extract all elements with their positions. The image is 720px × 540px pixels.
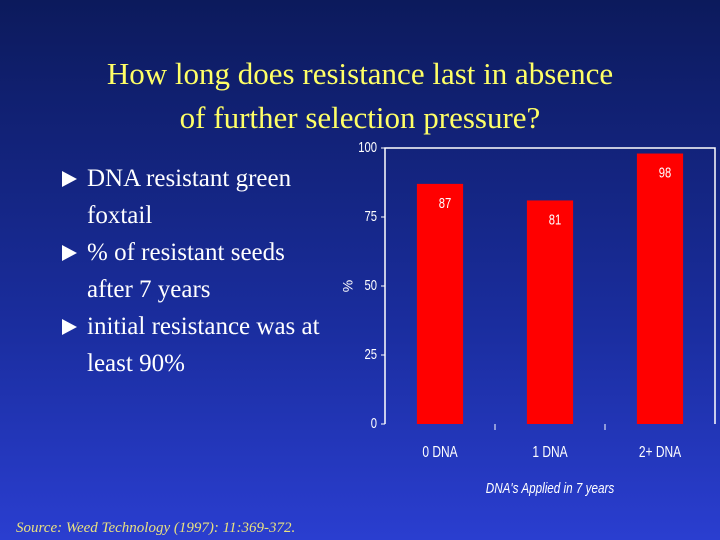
- title-line: How long does resistance last in absence: [106, 56, 614, 91]
- value-label: 81: [549, 211, 562, 228]
- bullet: DNA resistant green foxtail: [60, 160, 335, 234]
- bar: [636, 153, 684, 424]
- x-tick-label: 1 DNA: [532, 443, 568, 461]
- value-label: 87: [439, 194, 452, 211]
- bullet: initial resistance was at least 90%: [60, 308, 335, 382]
- bullet: % of resistant seeds after 7 years: [60, 234, 335, 308]
- y-tick-label: 25: [364, 345, 377, 362]
- y-axis-title: %: [340, 280, 356, 292]
- slide-title: How long does resistance last in absence…: [0, 52, 720, 140]
- y-tick-label: 75: [364, 207, 377, 224]
- source: Source: Weed Technology (1997): 11:369-3…: [16, 520, 296, 536]
- bar: [416, 183, 464, 424]
- x-axis-title: DNA's Applied in 7 years: [486, 480, 615, 497]
- bullet-list: DNA resistant green foxtail % of resista…: [60, 160, 335, 382]
- x-tick-label: 0 DNA: [422, 443, 458, 461]
- bar: [526, 200, 574, 424]
- x-tick-label: 2+ DNA: [639, 443, 682, 461]
- value-label: 98: [659, 164, 672, 181]
- y-tick-label: 100: [358, 138, 377, 155]
- title-line: of further selection pressure?: [179, 100, 541, 135]
- y-tick-label: 0: [371, 414, 377, 431]
- y-tick-label: 50: [364, 276, 377, 293]
